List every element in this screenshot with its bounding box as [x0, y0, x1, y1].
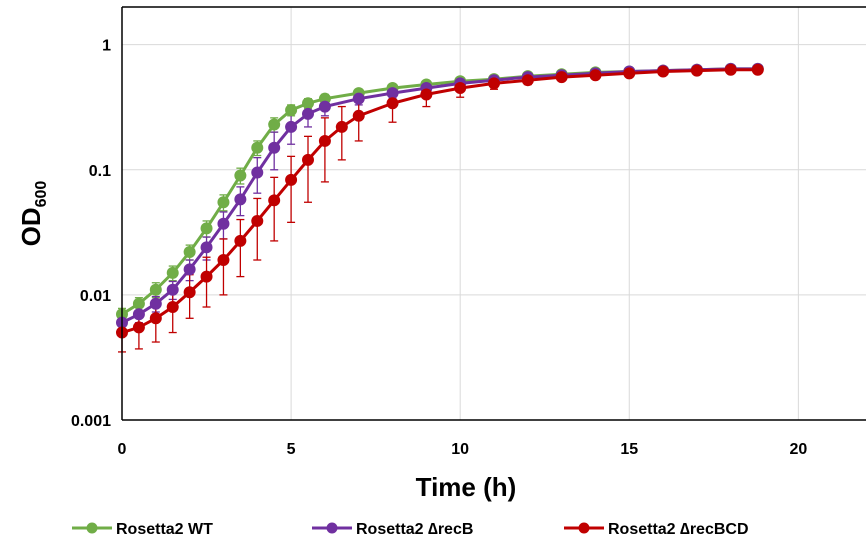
- data-point: [318, 100, 331, 113]
- legend-swatch-marker: [86, 522, 98, 534]
- data-point: [521, 74, 534, 87]
- data-point: [751, 63, 764, 76]
- data-point: [657, 65, 670, 78]
- data-point: [285, 173, 298, 186]
- data-point: [488, 77, 500, 90]
- data-point: [183, 286, 196, 299]
- data-point: [149, 312, 162, 325]
- data-point: [166, 266, 179, 279]
- data-point: [386, 97, 399, 110]
- data-point: [555, 71, 568, 84]
- data-point: [149, 283, 162, 296]
- data-point: [200, 222, 213, 235]
- x-tick-label: 0: [118, 441, 127, 458]
- data-point: [623, 67, 636, 80]
- x-tick-label: 5: [287, 441, 296, 458]
- legend-swatch-marker: [326, 522, 338, 534]
- legend-item-1[interactable]: Rosetta2 ∆recB: [312, 521, 473, 538]
- legend-item-2[interactable]: Rosetta2 ∆recBCD: [564, 521, 749, 538]
- y-tick-label: 0.1: [89, 163, 111, 180]
- data-point: [386, 87, 399, 100]
- data-point: [420, 88, 433, 101]
- x-tick-label: 15: [620, 441, 638, 458]
- data-point: [217, 196, 230, 209]
- data-point: [234, 234, 247, 247]
- y-tick-label: 0.001: [71, 413, 111, 430]
- legend[interactable]: Rosetta2 WT Rosetta2 ∆recB Rosetta2 ∆recBC…: [72, 521, 749, 538]
- series-line-1: [121, 67, 758, 324]
- y-tick-label: 1: [102, 38, 111, 55]
- data-point: [318, 134, 331, 147]
- data-point: [217, 254, 230, 267]
- data-point: [724, 63, 737, 76]
- data-point: [352, 92, 365, 105]
- data-point: [166, 283, 179, 296]
- series-line-2: [121, 68, 758, 335]
- legend-swatch-marker: [578, 522, 590, 534]
- data-point: [285, 120, 298, 133]
- y-tick-label: 0.01: [80, 288, 111, 305]
- tick-labels: 0 5 10 15 20 0.001 0.01 0.1 1: [71, 38, 807, 458]
- axes: [121, 6, 866, 421]
- data-point: [149, 297, 162, 310]
- data-point: [352, 109, 365, 122]
- legend-label: Rosetta2 ∆recBCD: [608, 521, 749, 538]
- data-point: [217, 217, 230, 230]
- y-axis-title-subscript: 600: [33, 181, 50, 208]
- data-point: [132, 321, 145, 334]
- data-point: [183, 246, 196, 259]
- data-point: [183, 263, 196, 276]
- legend-label: Rosetta2 WT: [116, 521, 213, 538]
- legend-item-0[interactable]: Rosetta2 WT: [72, 521, 213, 538]
- data-point: [234, 193, 247, 206]
- x-tick-label: 20: [789, 441, 807, 458]
- data-point: [335, 120, 348, 133]
- data-point: [268, 141, 281, 154]
- data-point: [268, 118, 281, 131]
- y-axis-title: OD600: [16, 181, 50, 247]
- data-point: [251, 141, 264, 154]
- data-point: [268, 194, 281, 207]
- data-point: [132, 297, 145, 310]
- data-point: [200, 270, 213, 283]
- legend-label: Rosetta2 ∆recB: [356, 521, 473, 538]
- x-tick-label: 10: [451, 441, 469, 458]
- series-layer: [116, 62, 764, 339]
- data-point: [285, 104, 298, 117]
- data-point: [234, 169, 247, 182]
- data-point: [454, 82, 467, 95]
- data-point: [166, 301, 179, 314]
- x-axis-title: Time (h): [416, 472, 517, 502]
- data-point: [251, 166, 264, 179]
- data-point: [690, 64, 703, 77]
- data-point: [589, 69, 602, 82]
- y-axis-title-main: OD: [16, 207, 46, 246]
- series-line-0: [121, 67, 758, 316]
- data-point: [132, 308, 145, 321]
- data-point: [302, 97, 314, 110]
- data-point: [302, 107, 314, 120]
- data-point: [251, 214, 264, 227]
- data-point: [200, 241, 213, 254]
- data-point: [302, 153, 314, 166]
- error-bars: [118, 65, 762, 353]
